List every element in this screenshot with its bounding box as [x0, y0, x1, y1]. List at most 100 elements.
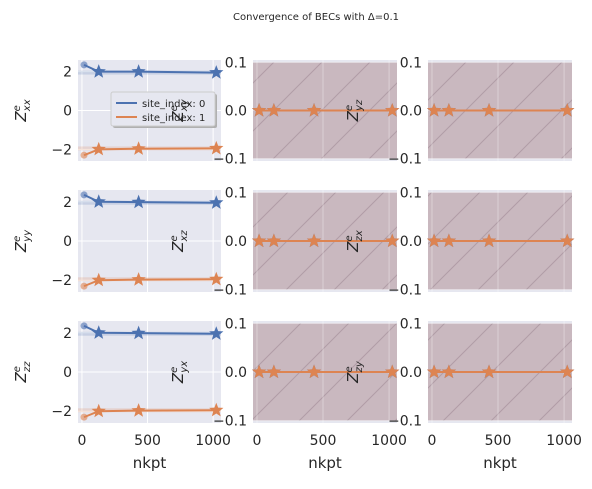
series-line: [83, 278, 217, 288]
x-tick-label: 1000: [546, 433, 582, 449]
y-tick-label: −0.1: [388, 152, 422, 168]
y-axis-label: Zeyz: [344, 99, 365, 122]
data-point: [306, 364, 322, 379]
panel-zx: −0.1 0.0 0.1 0 500 1000 nkpt Zeyx: [169, 316, 407, 472]
y-tick-label: −0.1: [388, 283, 422, 299]
data-point: [209, 326, 224, 340]
data-point: [209, 402, 224, 417]
x-tick-label: 500: [485, 433, 512, 449]
panel-zy: −0.1 0.0 0.1 0 500 1000 nkpt Zezy: [344, 316, 582, 472]
y-tick-label: −0.1: [388, 414, 422, 430]
x-axis-label: nkpt: [483, 454, 517, 472]
panel-xz: −0.1 0.0 0.1 Zeyz: [344, 55, 575, 168]
y-tick-label: −2: [51, 142, 72, 158]
data-point: [131, 272, 146, 286]
y-tick-label: 0: [63, 104, 72, 120]
data-point: [426, 364, 442, 379]
data-point: [560, 233, 575, 248]
data-point: [251, 103, 267, 117]
y-tick-label: −2: [51, 404, 72, 420]
data-point: [481, 364, 497, 379]
data-point: [441, 103, 457, 117]
data-point: [80, 151, 88, 159]
data-point: [80, 282, 88, 290]
y-tick-label: 0.1: [400, 316, 422, 332]
y-tick-label: 2: [63, 195, 72, 211]
series-line: [83, 63, 217, 74]
data-point: [426, 233, 442, 248]
y-tick-label: 0.1: [225, 55, 247, 71]
y-tick-label: 0.0: [400, 234, 422, 250]
data-point: [306, 233, 322, 248]
data-point: [131, 141, 146, 155]
y-tick-label: 0.1: [400, 185, 422, 201]
data-point: [80, 61, 88, 69]
data-point: [91, 64, 106, 78]
y-axis-label: Zeyy: [12, 229, 33, 253]
x-axis-label: nkpt: [308, 454, 342, 472]
series-line: [83, 324, 217, 335]
y-tick-label: −0.1: [213, 283, 247, 299]
legend-label: site_index: 1: [142, 113, 205, 124]
y-tick-label: 0.0: [225, 234, 247, 250]
x-tick-label: 500: [134, 433, 161, 449]
data-point: [91, 325, 106, 339]
data-point: [251, 233, 267, 248]
data-point: [266, 103, 282, 117]
data-point: [209, 195, 224, 209]
data-point: [251, 364, 267, 379]
data-point: [426, 103, 442, 117]
data-point: [91, 141, 106, 156]
y-axis-label: Zezz: [12, 361, 33, 384]
data-point: [131, 325, 146, 340]
y-tick-label: 0.0: [225, 104, 247, 120]
x-tick-label: 1000: [371, 433, 407, 449]
y-axis-label: Zezx: [344, 230, 365, 253]
panel-yy: −2 0 2 Zeyy: [12, 190, 224, 292]
series-line: [83, 147, 217, 157]
y-axis-label: Zezy: [344, 360, 365, 384]
y-tick-label: 0.0: [400, 104, 422, 120]
data-point: [385, 233, 400, 248]
data-point: [80, 413, 88, 421]
data-point: [131, 64, 146, 78]
y-tick-label: 0.1: [225, 185, 247, 201]
x-tick-label: 0: [428, 433, 437, 449]
data-point: [209, 140, 224, 155]
y-tick-label: 0.0: [225, 365, 247, 381]
data-point: [441, 233, 457, 248]
panel-zz: −2 0 2 0 500 1000 nkpt Zezz: [12, 321, 231, 472]
data-point: [80, 322, 88, 330]
y-tick-label: 0.0: [400, 365, 422, 381]
x-tick-label: 500: [310, 433, 337, 449]
y-axis-label: Zexz: [169, 229, 190, 252]
x-tick-label: 1000: [195, 433, 231, 449]
data-point: [560, 103, 575, 117]
y-tick-label: 0: [63, 234, 72, 250]
panel-xy: −0.1 0.0 0.1 Zexy: [169, 55, 400, 168]
y-axis-label: Zexy: [169, 98, 190, 122]
y-axis-label: Zexx: [12, 99, 33, 122]
data-point: [481, 103, 497, 117]
y-tick-label: 0.1: [225, 316, 247, 332]
series-line: [83, 409, 217, 419]
legend: site_index: 0 site_index: 1: [110, 91, 217, 128]
data-point: [91, 403, 106, 418]
data-point: [131, 403, 146, 417]
y-tick-label: −0.1: [213, 414, 247, 430]
x-tick-label: 0: [77, 433, 86, 449]
figure-title: Convergence of BECs with Δ=0.1: [233, 12, 399, 23]
data-point: [560, 364, 575, 379]
panel-yx: −0.1 0.0 0.1 Zexz: [169, 185, 400, 299]
y-tick-label: −2: [51, 273, 72, 289]
series-line: [83, 193, 217, 204]
legend-label: site_index: 0: [142, 99, 205, 110]
data-point: [91, 194, 106, 208]
panel-xx: −2 0 2 Zexx site_index: 0 site_index: 1: [12, 60, 224, 161]
data-point: [266, 364, 282, 379]
data-point: [306, 103, 322, 117]
data-point: [209, 65, 224, 79]
y-tick-label: −0.1: [213, 152, 247, 168]
